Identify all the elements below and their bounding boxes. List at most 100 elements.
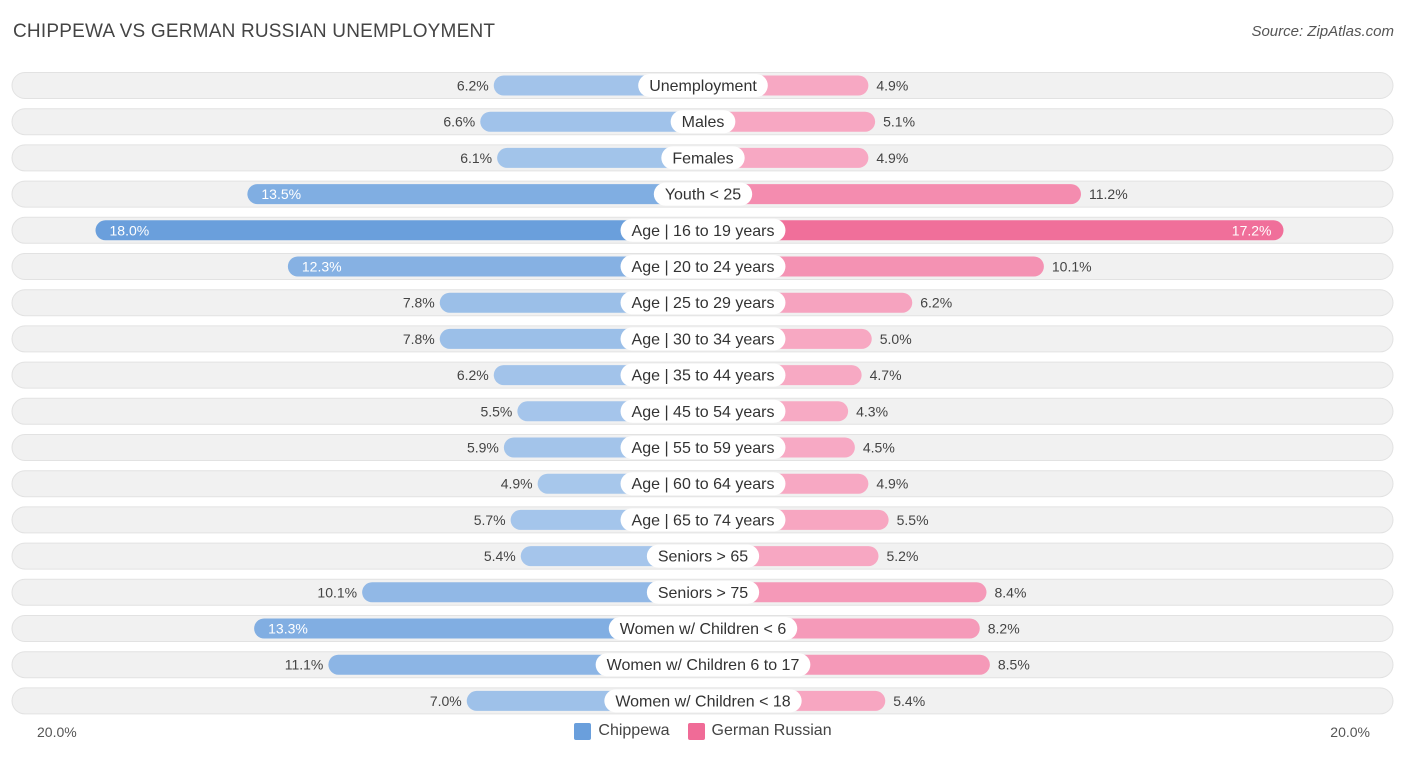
- category-label: Age | 25 to 29 years: [632, 295, 775, 312]
- value-label-german-russian: 5.4%: [893, 693, 925, 709]
- value-label-german-russian: 8.4%: [995, 584, 1027, 600]
- value-label-chippewa: 6.1%: [460, 150, 492, 166]
- value-label-german-russian: 5.1%: [883, 114, 915, 130]
- bar-german-russian[interactable]: [703, 147, 869, 168]
- legend: Chippewa German Russian: [0, 722, 1406, 740]
- value-label-chippewa: 7.8%: [403, 331, 435, 347]
- bar-german-russian[interactable]: [703, 220, 1284, 241]
- category-label: Age | 30 to 34 years: [632, 331, 775, 348]
- category-label: Women w/ Children 6 to 17: [607, 657, 800, 674]
- category-label: Males: [682, 114, 725, 131]
- value-label-german-russian: 10.1%: [1052, 259, 1092, 275]
- bar-row: 6.2% 4.9% Unemployment: [11, 72, 1394, 99]
- category-label: Youth < 25: [665, 187, 741, 204]
- value-label-german-russian: 11.2%: [1089, 186, 1128, 202]
- bar-row: 7.0% 5.4% Women w/ Children < 18: [11, 687, 1394, 715]
- bar-chippewa[interactable]: [362, 582, 703, 603]
- bar-german-russian[interactable]: [703, 582, 987, 603]
- category-label: Age | 20 to 24 years: [632, 259, 775, 276]
- bar-row: 6.6% 5.1% Males: [11, 108, 1394, 136]
- value-label-chippewa: 5.4%: [484, 548, 516, 564]
- bar-row: 11.1% 8.5% Women w/ Children 6 to 17: [11, 651, 1394, 679]
- axis-left-label: 20.0%: [37, 724, 77, 740]
- category-pill: [620, 436, 786, 459]
- value-label-chippewa: 7.0%: [430, 693, 462, 709]
- category-label: Age | 16 to 19 years: [632, 223, 775, 240]
- value-label-chippewa: 11.1%: [285, 657, 324, 673]
- category-label: Age | 65 to 74 years: [632, 512, 775, 529]
- category-pill: [653, 182, 753, 206]
- value-label-chippewa: 18.0%: [110, 222, 150, 238]
- value-label-german-russian: 17.2%: [1232, 222, 1272, 238]
- category-label: Seniors > 65: [658, 549, 748, 566]
- category-pill: [638, 74, 768, 97]
- category-label: Age | 55 to 59 years: [632, 440, 775, 457]
- chart-title: CHIPPEWA VS GERMAN RUSSIAN UNEMPLOYMENT: [13, 21, 496, 42]
- legend-item-chippewa[interactable]: Chippewa: [574, 722, 670, 740]
- category-label: Age | 35 to 44 years: [632, 368, 775, 385]
- bar-chippewa[interactable]: [247, 184, 703, 205]
- bar-row: 5.9% 4.5% Age | 55 to 59 years: [11, 434, 1394, 461]
- category-pill: [661, 146, 745, 170]
- bar-row: 5.7% 5.5% Age | 65 to 74 years: [11, 506, 1394, 534]
- bar-row: 5.5% 4.3% Age | 45 to 54 years: [11, 397, 1394, 425]
- value-label-german-russian: 8.5%: [998, 657, 1030, 673]
- bar-german-russian[interactable]: [703, 256, 1044, 277]
- value-label-german-russian: 4.9%: [876, 476, 908, 492]
- value-label-chippewa: 5.7%: [474, 512, 506, 528]
- category-pill: [646, 580, 760, 604]
- bar-chippewa[interactable]: [95, 220, 704, 241]
- value-label-chippewa: 4.9%: [501, 476, 533, 492]
- category-pill: [620, 291, 786, 315]
- category-label: Age | 45 to 54 years: [632, 404, 775, 421]
- value-label-german-russian: 4.9%: [876, 78, 908, 94]
- bar-chippewa[interactable]: [254, 618, 703, 639]
- category-label: Women w/ Children < 6: [620, 621, 787, 638]
- bar-row: 7.8% 5.0% Age | 30 to 34 years: [11, 325, 1394, 353]
- category-label: Unemployment: [649, 78, 757, 95]
- category-pill: [620, 472, 786, 496]
- value-label-chippewa: 13.5%: [261, 186, 301, 202]
- category-label: Age | 60 to 64 years: [632, 476, 775, 493]
- bar-row: 18.0% 17.2% Age | 16 to 19 years: [11, 216, 1394, 244]
- value-label-german-russian: 4.7%: [870, 367, 902, 383]
- value-label-chippewa: 7.8%: [403, 295, 435, 311]
- bar-row: 10.1% 8.4% Seniors > 75: [11, 578, 1394, 606]
- value-label-chippewa: 13.3%: [268, 621, 308, 637]
- category-pill: [604, 689, 802, 713]
- bar-row: 13.3% 8.2% Women w/ Children < 6: [11, 615, 1394, 642]
- category-pill: [646, 544, 760, 568]
- category-pill: [620, 399, 786, 423]
- bar-row: 13.5% 11.2% Youth < 25: [11, 180, 1394, 208]
- value-label-german-russian: 5.5%: [897, 512, 929, 528]
- category-label: Seniors > 75: [658, 585, 748, 602]
- category-pill: [620, 508, 786, 532]
- legend-label-chippewa: Chippewa: [598, 722, 670, 739]
- value-label-german-russian: 5.0%: [880, 331, 912, 347]
- value-label-chippewa: 10.1%: [317, 584, 357, 600]
- bar-row: 6.2% 4.7% Age | 35 to 44 years: [11, 361, 1394, 389]
- value-label-chippewa: 5.9%: [467, 440, 499, 456]
- value-label-german-russian: 4.3%: [856, 403, 888, 419]
- value-label-chippewa: 6.2%: [457, 78, 489, 94]
- category-pill: [608, 617, 798, 640]
- bar-chippewa[interactable]: [497, 147, 703, 168]
- bar-german-russian[interactable]: [703, 111, 876, 132]
- value-label-german-russian: 5.2%: [887, 548, 919, 564]
- value-label-german-russian: 4.5%: [863, 440, 895, 456]
- value-label-chippewa: 12.3%: [302, 259, 342, 275]
- bar-row: 6.1% 4.9% Females: [11, 144, 1394, 172]
- legend-item-german-russian[interactable]: German Russian: [687, 722, 832, 740]
- value-label-german-russian: 4.9%: [876, 150, 908, 166]
- bar-german-russian[interactable]: [703, 184, 1081, 205]
- value-label-german-russian: 8.2%: [988, 621, 1020, 637]
- category-pill: [670, 110, 736, 134]
- bar-row: 12.3% 10.1% Age | 20 to 24 years: [11, 253, 1394, 280]
- bar-row: 7.8% 6.2% Age | 25 to 29 years: [11, 289, 1394, 317]
- legend-swatch-german-russian: [687, 722, 705, 740]
- bar-chippewa[interactable]: [287, 256, 703, 277]
- legend-swatch-chippewa: [574, 722, 592, 740]
- value-label-chippewa: 6.2%: [457, 367, 489, 383]
- bar-chippewa[interactable]: [480, 111, 703, 132]
